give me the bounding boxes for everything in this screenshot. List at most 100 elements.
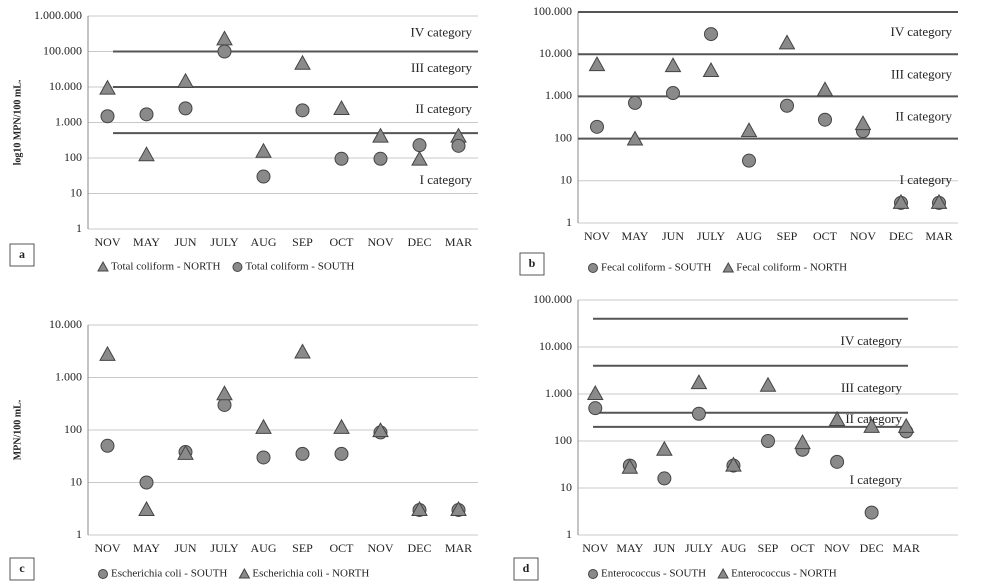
circle-point xyxy=(217,397,232,412)
triangle-point xyxy=(828,410,846,426)
triangle-point xyxy=(255,142,272,158)
x-tick-label: NOV xyxy=(584,229,610,243)
y-tick-label: 100 xyxy=(64,150,82,164)
triangle-point xyxy=(816,81,834,97)
circle-point xyxy=(334,446,349,461)
circle-point xyxy=(412,138,427,153)
triangle-point xyxy=(897,417,915,433)
x-tick-label: NOV xyxy=(850,229,876,243)
circle-point xyxy=(217,44,232,59)
x-tick-label: AUG xyxy=(251,235,277,249)
panel-box xyxy=(519,252,545,276)
x-tick-label: MAR xyxy=(893,541,920,555)
triangle-point xyxy=(177,72,194,88)
circle-point xyxy=(691,406,706,421)
legend-symbol xyxy=(722,261,735,273)
circle-point xyxy=(373,151,388,166)
y-tick-label: 1.000 xyxy=(545,88,572,102)
panel-box xyxy=(9,557,35,581)
x-tick-label: DEC xyxy=(408,541,432,555)
x-tick-label: SEP xyxy=(777,229,798,243)
triangle-point xyxy=(759,376,777,392)
y-tick-label: 10 xyxy=(70,185,82,199)
triangle-point xyxy=(690,374,708,390)
y-tick-label: 1.000 xyxy=(55,114,82,128)
x-tick-label: NOV xyxy=(95,235,121,249)
y-tick-label: 10 xyxy=(560,173,572,187)
x-tick-label: OCT xyxy=(813,229,838,243)
panel-box xyxy=(9,243,35,267)
circle-point xyxy=(704,27,718,42)
triangle-point xyxy=(778,34,796,50)
legend-label: Enterococcus - NORTH xyxy=(731,568,837,580)
triangle-point xyxy=(294,343,311,359)
x-tick-label: JUN xyxy=(653,541,675,555)
legend-label: Fecal coliform - NORTH xyxy=(736,262,847,274)
legend-symbol xyxy=(588,263,598,273)
legend-symbol xyxy=(238,567,251,579)
category-label: II category xyxy=(845,411,902,426)
circle-point xyxy=(628,95,642,110)
x-tick-label: OCT xyxy=(330,235,355,249)
triangle-point xyxy=(411,150,428,166)
y-axis-label: log10 MPN/100 mL. xyxy=(12,79,23,165)
x-tick-label: MAR xyxy=(445,541,472,555)
x-tick-label: OCT xyxy=(791,541,816,555)
circle-point xyxy=(100,109,115,124)
triangle-point xyxy=(588,56,606,72)
x-tick-label: AUG xyxy=(251,541,277,555)
circle-point xyxy=(761,434,775,448)
x-tick-label: JULY xyxy=(210,541,238,555)
circle-point xyxy=(666,86,680,101)
y-tick-label: 1 xyxy=(566,215,572,229)
panel-box xyxy=(513,557,539,581)
triangle-point xyxy=(740,122,758,138)
x-tick-label: DEC xyxy=(408,235,432,249)
y-tick-label: 1 xyxy=(566,527,572,541)
circle-point xyxy=(588,401,603,416)
x-tick-label: AUG xyxy=(720,541,746,555)
triangle-point xyxy=(930,193,948,209)
y-tick-label: 10.000 xyxy=(49,317,82,331)
x-tick-label: JUN xyxy=(662,229,684,243)
triangle-point xyxy=(702,61,720,77)
triangle-point xyxy=(656,440,673,456)
x-tick-label: NOV xyxy=(368,235,394,249)
x-tick-label: MAY xyxy=(616,541,643,555)
circle-point xyxy=(657,471,672,486)
legend-symbol xyxy=(97,260,109,272)
category-label: IV category xyxy=(841,333,903,348)
category-label: I category xyxy=(900,172,953,187)
circle-point xyxy=(818,112,832,127)
triangle-point xyxy=(586,384,604,400)
circle-point xyxy=(256,450,271,465)
triangle-point xyxy=(664,57,682,73)
x-tick-label: JUN xyxy=(174,235,196,249)
y-tick-label: 1 xyxy=(76,527,82,541)
triangle-point xyxy=(621,458,639,474)
triangle-point xyxy=(854,115,872,131)
triangle-point xyxy=(372,422,389,438)
triangle-point xyxy=(372,127,389,143)
triangle-point xyxy=(450,500,467,516)
panel-letter: b xyxy=(529,256,536,270)
x-tick-label: NOV xyxy=(95,541,121,555)
panel-letter: d xyxy=(523,561,530,575)
y-tick-label: 100.000 xyxy=(533,292,572,306)
triangle-point xyxy=(725,456,742,472)
legend-label: Total coliform - SOUTH xyxy=(245,261,354,273)
x-tick-label: JULY xyxy=(685,541,713,555)
triangle-point xyxy=(255,418,272,434)
x-tick-label: OCT xyxy=(330,541,355,555)
triangle-point xyxy=(99,345,116,361)
y-tick-label: 1 xyxy=(76,221,82,235)
y-tick-label: 1.000 xyxy=(55,369,82,383)
x-tick-label: DEC xyxy=(889,229,913,243)
x-tick-label: MAR xyxy=(445,235,472,249)
circle-point xyxy=(864,505,879,520)
legend-label: Fecal coliform - SOUTH xyxy=(601,262,711,274)
y-tick-label: 10.000 xyxy=(49,79,82,93)
triangle-point xyxy=(333,418,350,434)
x-tick-label: NOV xyxy=(582,541,608,555)
